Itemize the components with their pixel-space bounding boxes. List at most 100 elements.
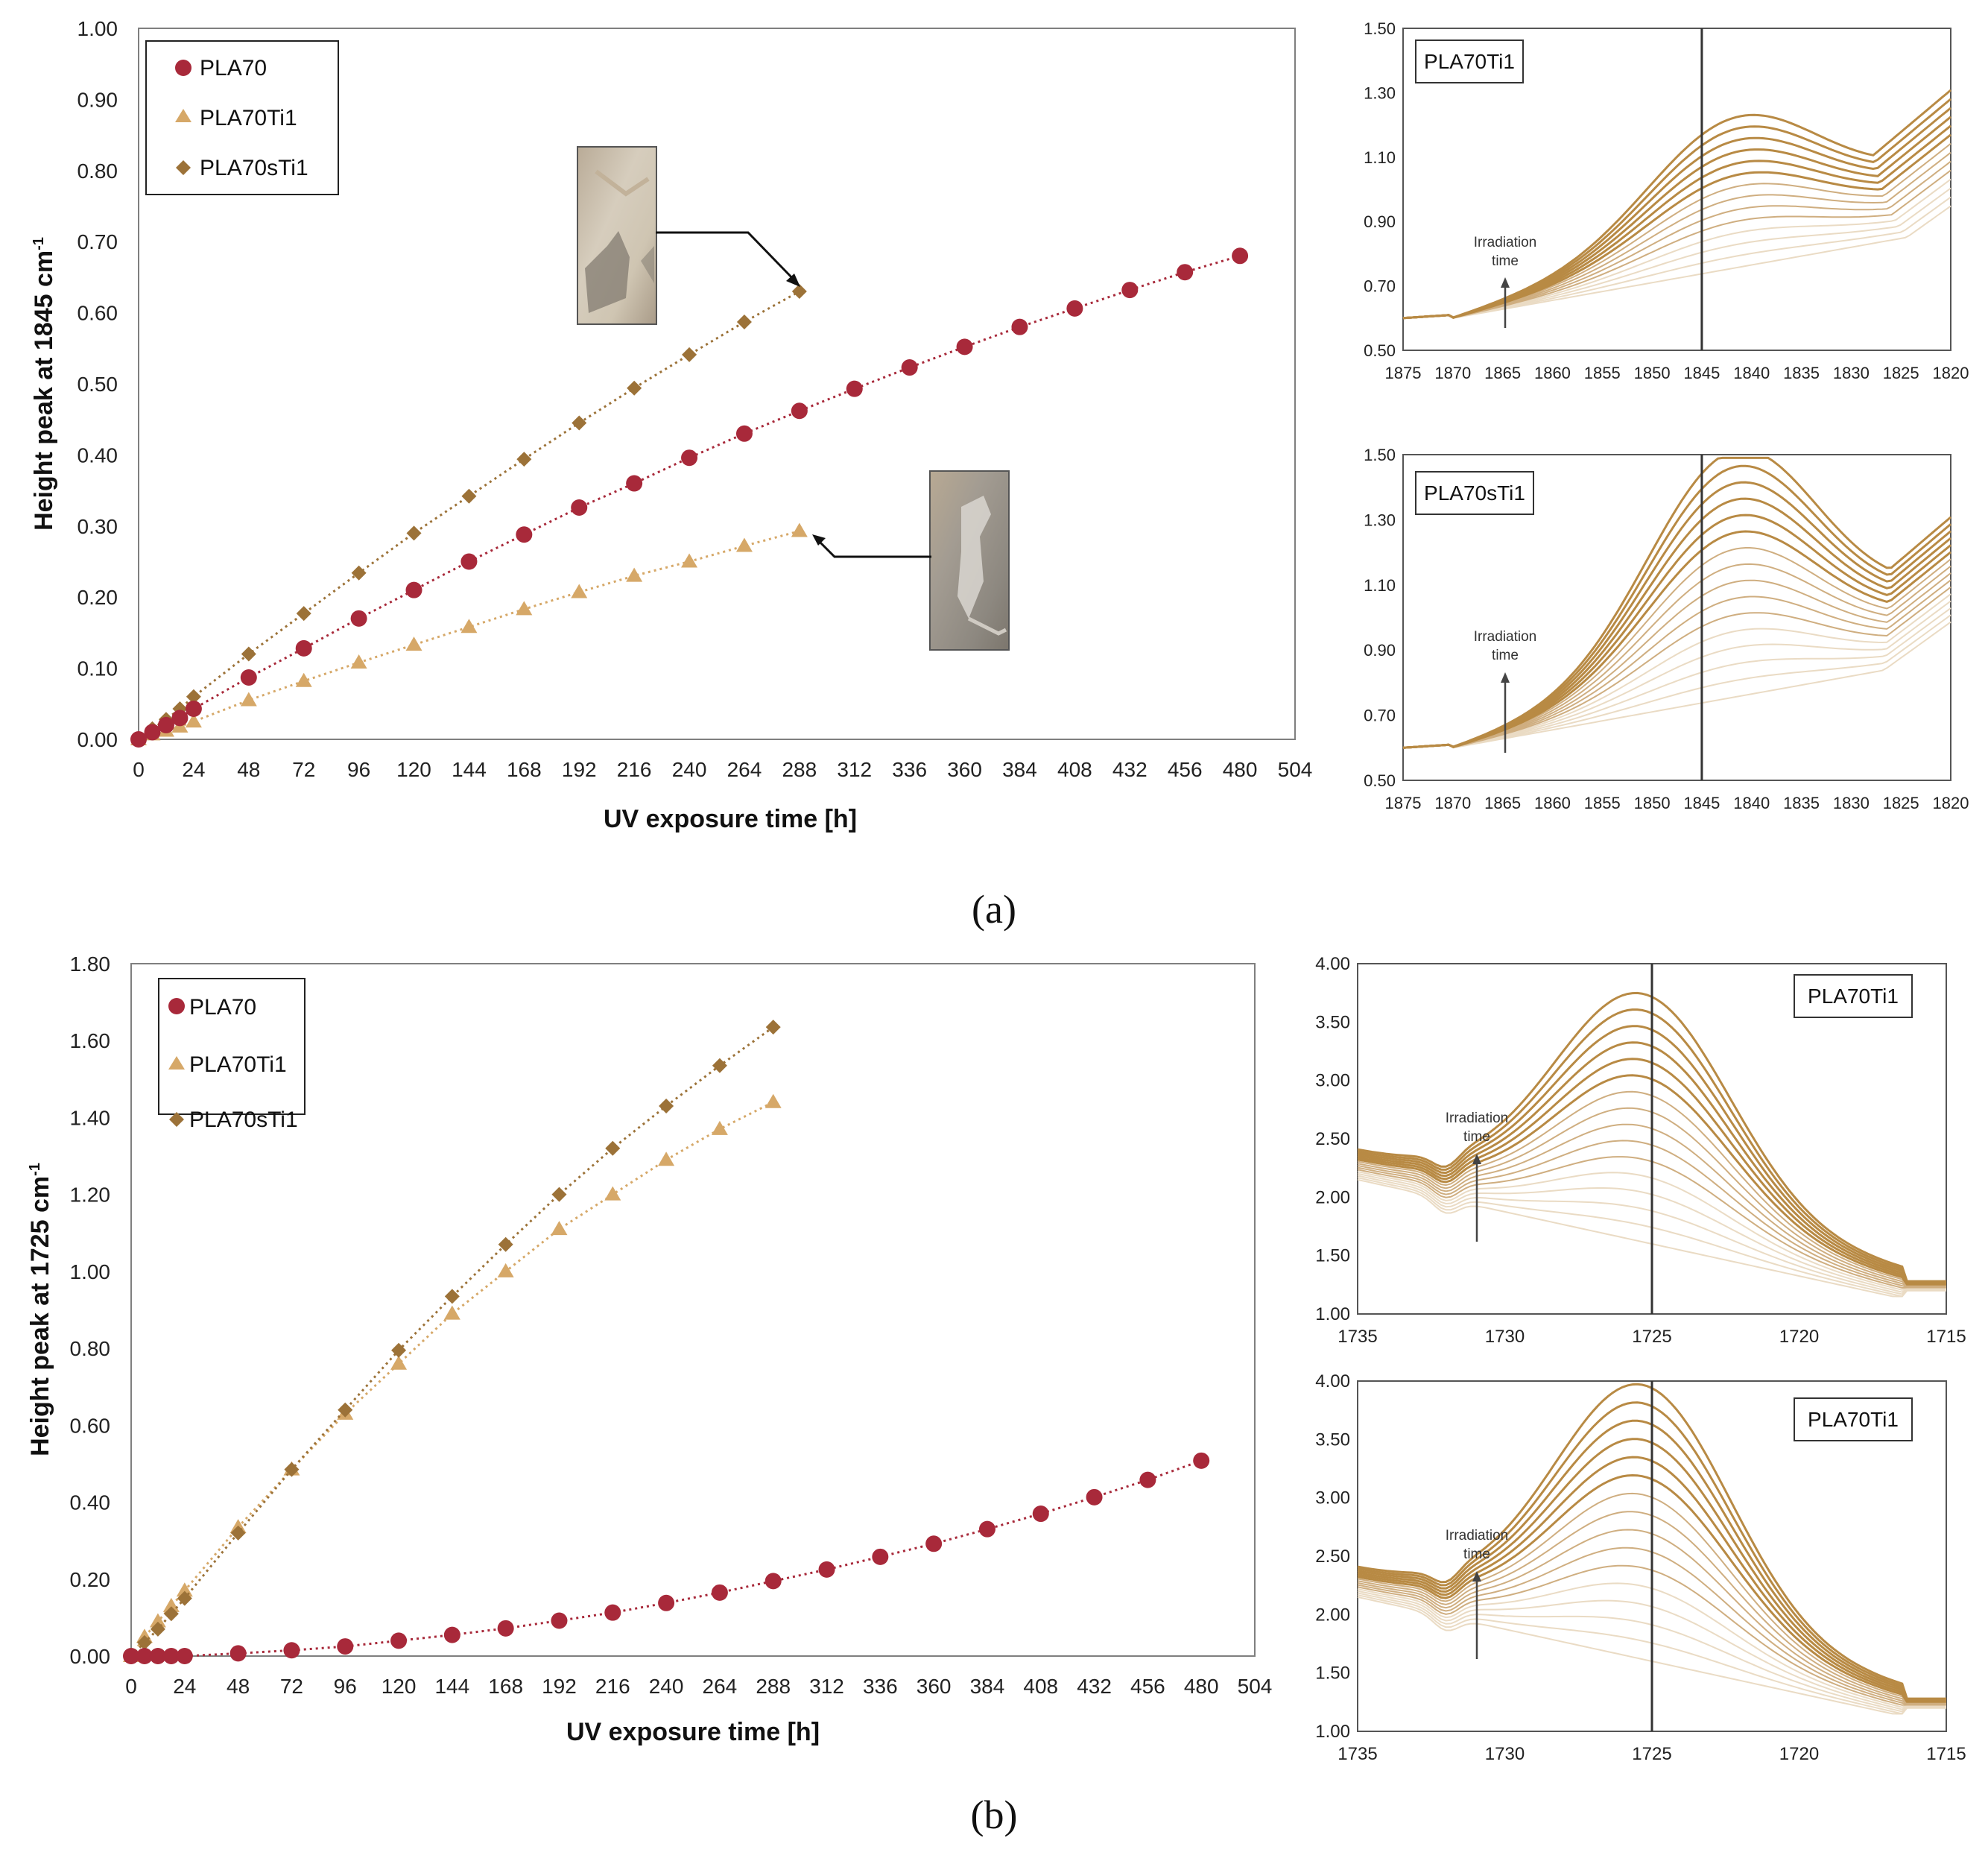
data-point bbox=[136, 1648, 153, 1664]
y-tick-label: 1.50 bbox=[1364, 19, 1396, 38]
series-PLA70 bbox=[123, 1452, 1210, 1664]
x-tick-label: 192 bbox=[562, 758, 597, 781]
data-point bbox=[1032, 1506, 1049, 1523]
legend: PLA70 PLA70Ti1 PLA70sTi1 bbox=[145, 40, 339, 195]
data-point bbox=[791, 522, 808, 537]
x-tick-label: 144 bbox=[434, 1675, 469, 1698]
plot-area bbox=[130, 963, 1256, 1657]
data-point bbox=[572, 415, 587, 431]
data-point bbox=[1121, 282, 1139, 299]
data-point bbox=[149, 1648, 166, 1664]
x-tick-label: 72 bbox=[292, 758, 315, 781]
chart-a-main: 0.00 0.10 0.20 0.30 0.40 0.50 0.60 0.70 0.80 0.90… bbox=[30, 17, 1312, 833]
data-point bbox=[241, 646, 256, 662]
y-tick-label: 0.80 bbox=[77, 159, 118, 183]
y-tick-label: 3.00 bbox=[1315, 1488, 1350, 1508]
spectrum-curves bbox=[1357, 1381, 1946, 1731]
legend: PLA70 PLA70Ti1 PLA70sTi1 bbox=[158, 978, 306, 1132]
x-tick-label: 456 bbox=[1168, 758, 1203, 781]
x-tick-label: 1825 bbox=[1883, 364, 1919, 382]
data-point bbox=[186, 689, 201, 704]
x-tick-label: 192 bbox=[542, 1675, 577, 1698]
series-PLA70 bbox=[130, 247, 1249, 748]
data-point bbox=[295, 672, 312, 687]
irradiation-annotation: Irradiation time bbox=[1446, 1528, 1508, 1659]
svg-text:PLA70Ti1: PLA70Ti1 bbox=[189, 1052, 287, 1077]
series-group bbox=[130, 247, 1249, 748]
data-point bbox=[571, 584, 588, 598]
y-tick-label: 0.50 bbox=[77, 373, 118, 396]
x-tick-label: 48 bbox=[227, 1675, 250, 1698]
data-point bbox=[659, 1098, 674, 1113]
data-point bbox=[350, 654, 367, 669]
data-point bbox=[405, 636, 422, 651]
x-axis-title: UV exposure time [h] bbox=[604, 805, 857, 833]
data-point bbox=[162, 1597, 180, 1612]
data-point bbox=[681, 449, 698, 467]
data-point bbox=[604, 1186, 621, 1201]
y-tick-label: 1.20 bbox=[70, 1184, 111, 1207]
data-point bbox=[901, 359, 918, 376]
photo-arrow-2 bbox=[814, 537, 931, 558]
y-tick-label: 1.50 bbox=[1364, 446, 1396, 464]
data-point bbox=[176, 1648, 193, 1664]
data-point bbox=[497, 1263, 514, 1277]
legend-item-PLA70sTi1: PLA70sTi1 bbox=[176, 156, 308, 180]
x-tick-label: 456 bbox=[1130, 1675, 1165, 1698]
data-point bbox=[658, 1151, 675, 1166]
y-tick-label: 1.00 bbox=[77, 17, 118, 40]
data-point bbox=[846, 380, 863, 397]
y-tick-label: 2.50 bbox=[1315, 1547, 1350, 1567]
data-point bbox=[571, 499, 588, 516]
series-line bbox=[131, 1459, 1202, 1658]
data-point bbox=[350, 610, 367, 627]
data-point bbox=[144, 724, 161, 741]
data-point bbox=[711, 1120, 728, 1135]
y-tick-label: 1.50 bbox=[1315, 1246, 1350, 1266]
x-tick-label: 120 bbox=[382, 1675, 417, 1698]
x-tick-labels: 1875 1870 1865 1860 1855 1850 1845 1840 1835 1830… bbox=[1385, 794, 1969, 812]
x-tick-label: 1850 bbox=[1634, 364, 1671, 382]
data-point bbox=[978, 1520, 995, 1538]
svg-text:time: time bbox=[1463, 1129, 1490, 1145]
x-tick-labels: 1735 1730 1725 1720 1715 bbox=[1338, 1744, 1966, 1764]
svg-text:PLA70: PLA70 bbox=[189, 995, 256, 1020]
data-point bbox=[136, 1634, 152, 1650]
photo-arrow-1 bbox=[656, 231, 799, 285]
x-tick-label: 1840 bbox=[1733, 364, 1770, 382]
inset-label: PLA70Ti1 bbox=[1808, 1408, 1899, 1431]
x-tick-label: 1840 bbox=[1733, 794, 1770, 812]
x-tick-label: 264 bbox=[727, 758, 762, 781]
svg-text:Irradiation: Irradiation bbox=[1474, 629, 1537, 645]
svg-text:PLA70Ti1: PLA70Ti1 bbox=[200, 106, 297, 130]
data-point bbox=[765, 1093, 782, 1108]
x-tick-label: 1730 bbox=[1485, 1327, 1525, 1347]
data-point bbox=[1086, 1488, 1103, 1506]
x-tick-label: 432 bbox=[1077, 1675, 1112, 1698]
data-point bbox=[681, 553, 698, 568]
spectrum-curves bbox=[1402, 28, 1951, 350]
y-tick-label: 2.00 bbox=[1315, 1605, 1350, 1625]
y-axis-title: Height peak at 1725 cm-1 bbox=[26, 1163, 54, 1456]
y-tick-labels: 1.00 1.50 2.00 2.50 3.00 3.50 4.00 bbox=[1315, 954, 1350, 1324]
svg-text:time: time bbox=[1463, 1547, 1490, 1562]
data-point bbox=[765, 1573, 782, 1590]
data-point bbox=[711, 1584, 728, 1601]
data-point bbox=[185, 700, 202, 717]
y-tick-label: 0.60 bbox=[77, 302, 118, 325]
x-tick-label: 1735 bbox=[1338, 1327, 1377, 1347]
data-point bbox=[406, 525, 422, 541]
x-tick-label: 1715 bbox=[1926, 1327, 1966, 1347]
data-point bbox=[149, 1613, 166, 1628]
series-PLA70sTi1 bbox=[124, 1020, 781, 1664]
svg-text:Irradiation: Irradiation bbox=[1474, 235, 1537, 250]
svg-text:PLA70sTi1: PLA70sTi1 bbox=[189, 1108, 298, 1132]
y-tick-label: 0.00 bbox=[70, 1645, 111, 1668]
y-tick-label: 1.50 bbox=[1315, 1664, 1350, 1684]
data-point bbox=[627, 380, 642, 396]
data-point bbox=[735, 537, 753, 552]
svg-text:PLA70sTi1: PLA70sTi1 bbox=[200, 156, 308, 180]
series-group bbox=[123, 1020, 1210, 1664]
data-point bbox=[818, 1561, 835, 1578]
data-point bbox=[150, 1621, 165, 1637]
